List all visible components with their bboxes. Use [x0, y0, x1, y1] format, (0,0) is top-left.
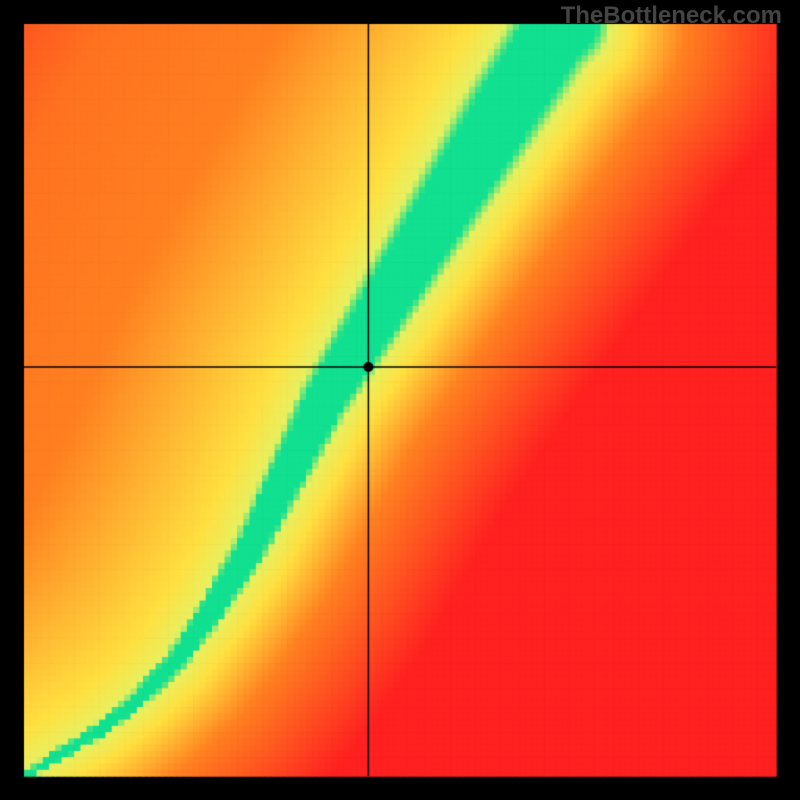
watermark-text: TheBottleneck.com — [561, 2, 782, 30]
heatmap-canvas — [0, 0, 800, 800]
chart-container: TheBottleneck.com — [0, 0, 800, 800]
